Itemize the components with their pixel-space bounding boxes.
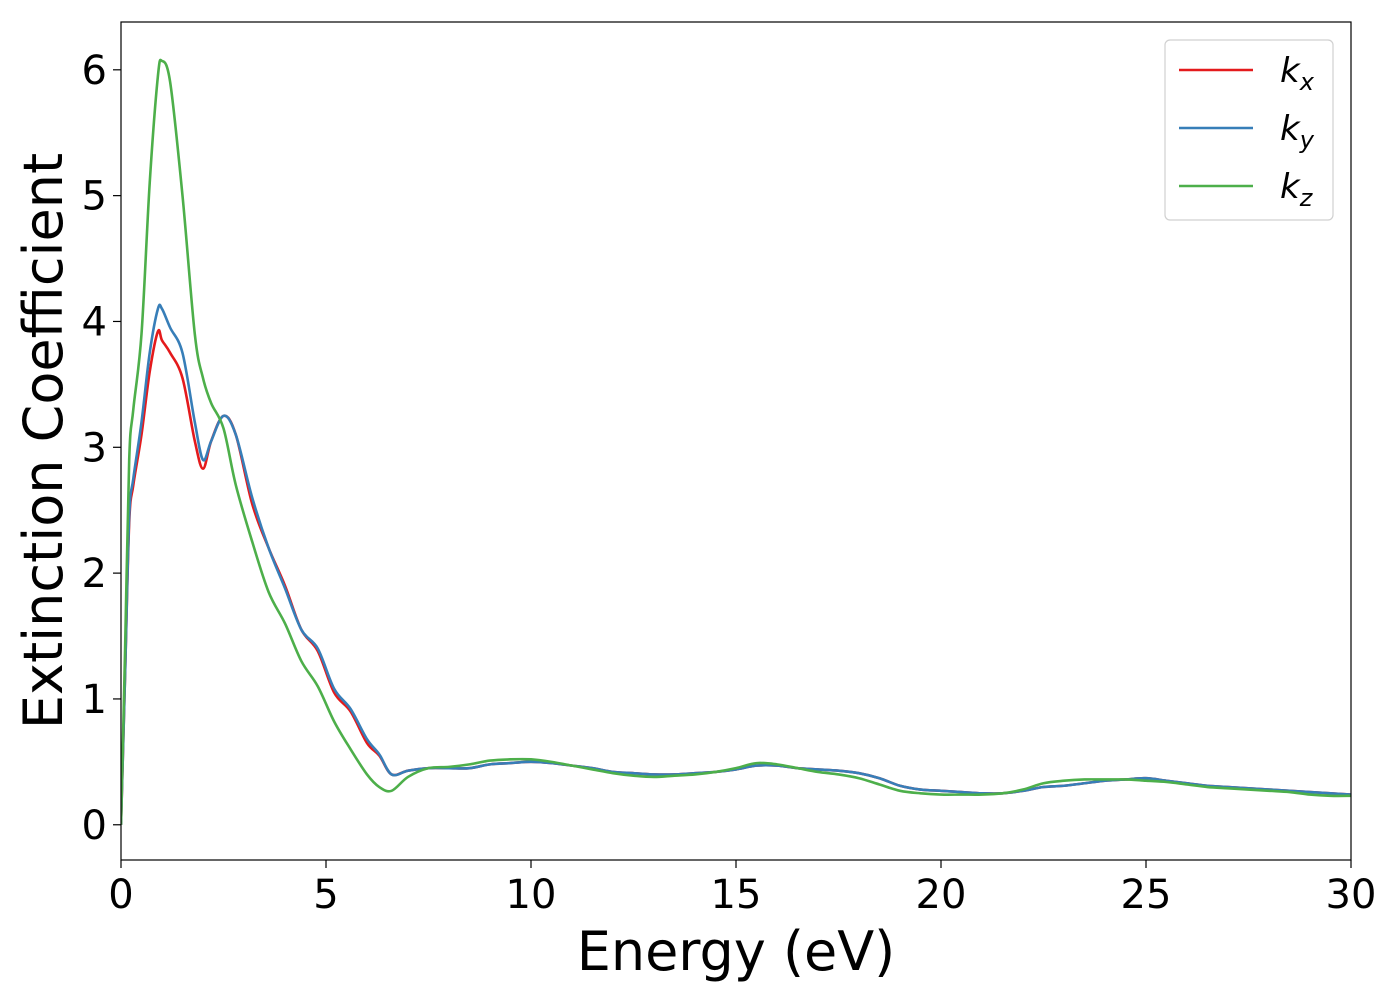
x-tick-label: 10 [506, 872, 557, 918]
series-line-kx [121, 328, 1351, 825]
x-tick-label: 30 [1326, 872, 1377, 918]
y-tick-label: 3 [82, 425, 107, 471]
legend-box [1164, 39, 1334, 221]
x-tick-label: 5 [313, 872, 338, 918]
y-tick-label: 4 [82, 299, 107, 345]
y-axis-label: Extinction Coefficient [12, 153, 75, 729]
y-tick-label: 6 [82, 48, 107, 94]
x-tick-label: 0 [108, 872, 133, 918]
y-tick-label: 2 [82, 551, 107, 597]
y-tick-label: 5 [82, 174, 107, 220]
y-tick-label: 1 [82, 677, 107, 723]
series-line-kz [121, 58, 1351, 825]
x-tick-label: 15 [711, 872, 762, 918]
legend: kx ky kz [1164, 39, 1334, 221]
series-lines [121, 58, 1351, 825]
y-axis-ticks: 0 1 2 3 4 5 6 [82, 48, 121, 849]
series-line-ky [121, 303, 1351, 825]
legend-label-ky: ky [1280, 109, 1315, 154]
x-axis-ticks: 0 5 10 15 20 25 30 [108, 860, 1376, 918]
x-tick-label: 25 [1121, 872, 1172, 918]
x-tick-label: 20 [916, 872, 967, 918]
x-axis-label: Energy (eV) [577, 920, 896, 983]
y-tick-label: 0 [82, 803, 107, 849]
legend-label-kz: kz [1280, 167, 1314, 212]
legend-label-kx: kx [1280, 51, 1315, 96]
